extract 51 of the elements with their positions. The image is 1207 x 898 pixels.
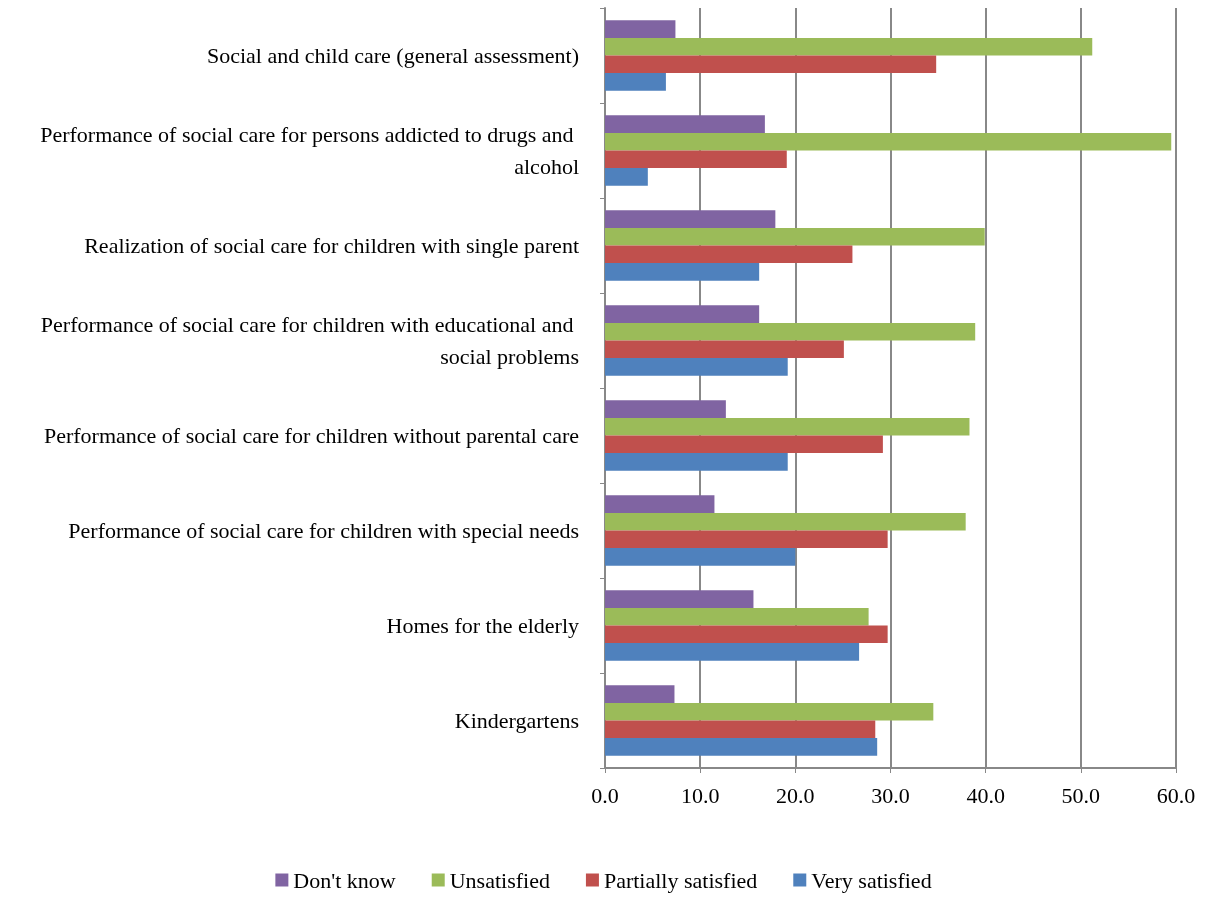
bar <box>605 548 796 566</box>
legend-label: Unsatisfied <box>449 867 550 893</box>
y-tick-label: Performance of social care for children with educational and social problems <box>40 312 579 369</box>
bar <box>605 340 844 359</box>
bar <box>605 590 754 608</box>
bar <box>605 322 976 341</box>
bar <box>605 702 934 721</box>
bar <box>605 643 860 661</box>
bar <box>605 738 878 756</box>
bar <box>605 55 937 74</box>
bar <box>605 245 853 264</box>
bar <box>605 227 985 246</box>
y-tick-label: Performance of social care for children with special needs <box>68 518 579 543</box>
bar <box>605 37 1093 56</box>
legend-label: Partially satisfied <box>603 867 758 893</box>
x-tick-label: 30.0 <box>871 782 910 808</box>
x-tick-label: 10.0 <box>680 782 720 808</box>
y-tick-label: Realization of social care for children with single parent <box>84 233 579 258</box>
x-tick-label: 40.0 <box>966 782 1005 808</box>
bar <box>605 512 966 531</box>
x-tick-label: 50.0 <box>1061 782 1101 808</box>
bar <box>605 168 648 186</box>
bar <box>605 210 776 228</box>
bar <box>605 400 726 418</box>
y-tick-label: Social and child care (general assessment) <box>206 43 579 68</box>
bar <box>605 150 787 169</box>
bar <box>605 417 970 436</box>
bar <box>605 305 760 323</box>
y-tick-label: Performance of social care for children without parental care <box>43 423 579 448</box>
bar <box>605 20 676 38</box>
bar <box>605 435 883 454</box>
bar <box>605 263 760 281</box>
legend-label: Very satisfied <box>811 867 932 893</box>
y-tick-label: Kindergartens <box>454 708 579 733</box>
legend-label: Don't know <box>293 867 396 893</box>
bar <box>605 625 888 644</box>
x-tick-label: 60.0 <box>1156 782 1196 808</box>
bar <box>605 530 888 549</box>
bar <box>605 685 675 703</box>
bar <box>605 73 666 91</box>
bar <box>605 720 876 739</box>
bar <box>605 358 788 376</box>
y-tick-label: Homes for the elderly <box>386 613 579 638</box>
bar <box>605 115 765 133</box>
bar <box>605 495 715 513</box>
x-tick-label: 20.0 <box>776 782 815 808</box>
x-tick-label: 0.0 <box>591 782 619 808</box>
y-tick-label: Performance of social care for persons addicted to drugs and alcohol <box>40 122 579 179</box>
bar <box>605 607 869 626</box>
bar <box>605 132 1172 151</box>
bar <box>605 453 788 471</box>
